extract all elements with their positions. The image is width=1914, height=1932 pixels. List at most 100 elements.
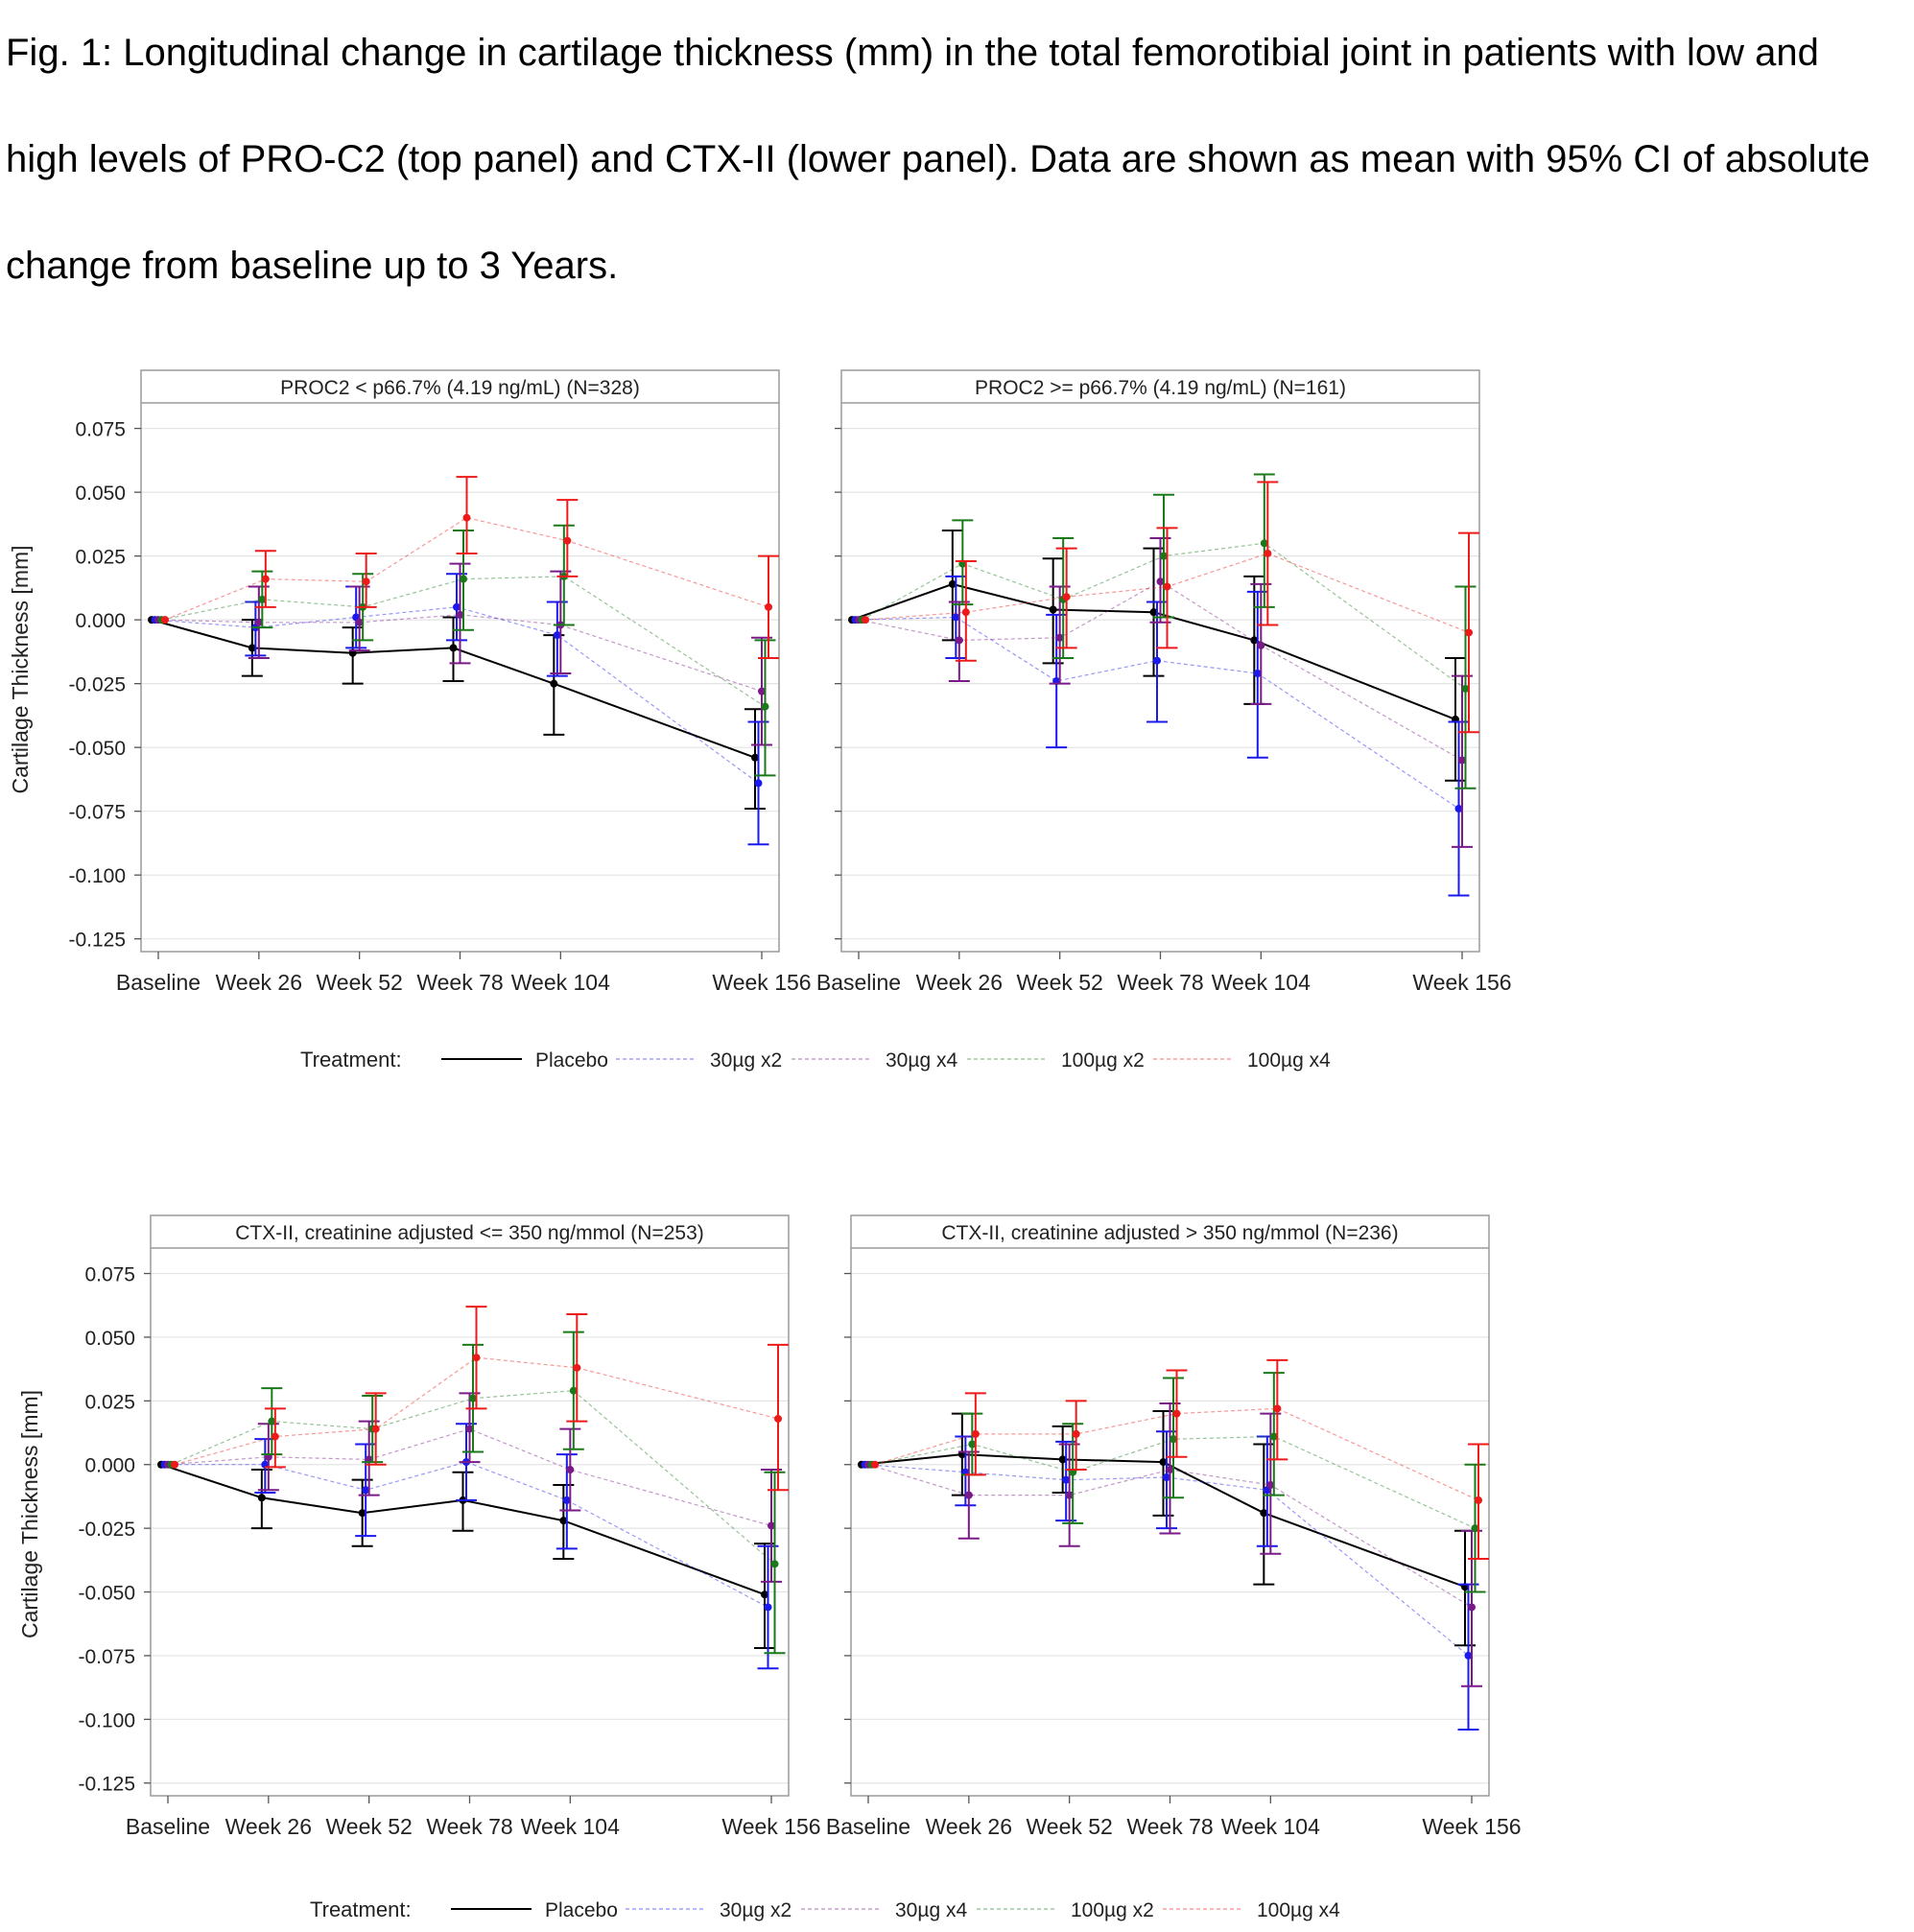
y-tick-label: -0.100 [68, 865, 126, 887]
series-line-100-g-x4 [164, 517, 769, 621]
data-point-placebo [761, 1590, 768, 1599]
legend-label-100-g-x2: 100µg x2 [1071, 1899, 1154, 1921]
data-point-100-g-x4 [1273, 1404, 1282, 1413]
panel-frame [150, 1214, 790, 1797]
data-point-30-g-x2 [764, 1603, 772, 1612]
legend-label-100-g-x2: 100µg x2 [1061, 1049, 1145, 1072]
x-tick-label: Week 156 [721, 1814, 820, 1839]
data-point-100-g-x4 [171, 1460, 178, 1469]
series-line-30-g-x4 [167, 1427, 772, 1527]
data-point-100-g-x4 [573, 1363, 581, 1372]
y-tick-label: 0.025 [84, 1391, 135, 1413]
data-point-30-g-x2 [754, 779, 763, 788]
x-tick-label: Week 156 [712, 970, 811, 995]
data-point-100-g-x2 [1260, 539, 1268, 548]
data-point-30-g-x2 [562, 1496, 571, 1504]
data-point-100-g-x4 [1163, 582, 1171, 591]
data-point-placebo [1058, 1455, 1067, 1464]
data-point-100-g-x2 [968, 1440, 977, 1449]
data-point-placebo [1149, 608, 1158, 617]
data-point-30-g-x2 [1454, 805, 1463, 813]
y-tick-label: -0.125 [78, 1774, 135, 1796]
series-line-30-g-x2 [154, 606, 759, 784]
chart-panel-2: PROC2 >= p66.7% (4.19 ng/mL) (N=161) Base… [816, 369, 1512, 995]
y-tick-label: 0.000 [84, 1455, 135, 1477]
data-point-30-g-x4 [254, 618, 263, 626]
data-point-100-g-x2 [1170, 1435, 1177, 1444]
y-tick-label: -0.075 [78, 1646, 135, 1668]
data-point-30-g-x4 [465, 1425, 474, 1433]
data-point-30-g-x2 [553, 631, 561, 640]
data-point-30-g-x4 [964, 1491, 973, 1499]
legend-label-100-g-x4: 100µg x4 [1247, 1049, 1331, 1072]
series-line-30-g-x2 [855, 616, 1459, 810]
data-point-100-g-x4 [971, 1429, 980, 1438]
legend-label-30-g-x4: 30µg x4 [895, 1899, 967, 1921]
data-point-30-g-x2 [1253, 670, 1262, 678]
data-point-30-g-x4 [955, 636, 963, 645]
x-tick-label: Week 78 [1117, 970, 1203, 995]
y-tick-label: -0.100 [78, 1709, 135, 1732]
data-point-30-g-x4 [1055, 633, 1064, 642]
data-point-100-g-x4 [1072, 1429, 1080, 1438]
legend-label-placebo: Placebo [545, 1899, 618, 1921]
x-tick-label: Week 78 [426, 1814, 512, 1839]
series-line-100-g-x4 [874, 1407, 1479, 1501]
panel-title: PROC2 < p66.7% (4.19 ng/mL) (N=328) [280, 377, 640, 399]
y-axis-label: Cartilage Thickness [mm] [17, 1390, 42, 1638]
x-tick-label: Week 52 [1016, 970, 1102, 995]
legend-label-30-g-x4: 30µg x4 [886, 1049, 957, 1072]
data-point-placebo [449, 644, 458, 652]
data-point-30-g-x4 [456, 610, 464, 619]
panel-title: CTX-II, creatinine adjusted > 350 ng/mmo… [941, 1222, 1398, 1244]
x-tick-label: Week 26 [926, 1814, 1012, 1839]
x-tick-label: Baseline [826, 1814, 910, 1839]
series-line-100-g-x4 [864, 553, 1470, 633]
x-tick-label: Week 104 [521, 1814, 620, 1839]
x-tick-label: Baseline [816, 970, 901, 995]
data-point-placebo [257, 1494, 266, 1502]
data-point-100-g-x4 [1475, 1496, 1482, 1504]
legend-title: Treatment: [300, 1048, 402, 1072]
data-point-100-g-x4 [1465, 628, 1473, 637]
data-point-placebo [1250, 636, 1259, 645]
x-tick-label: Week 104 [1221, 1814, 1320, 1839]
chart-panel-4: CTX-II, creatinine adjusted > 350 ng/mmo… [826, 1214, 1522, 1839]
panel-title: CTX-II, creatinine adjusted <= 350 ng/mm… [235, 1222, 704, 1244]
data-point-100-g-x4 [371, 1425, 380, 1433]
data-point-30-g-x2 [1153, 656, 1161, 665]
data-point-30-g-x4 [355, 618, 364, 626]
y-tick-label: 0.075 [75, 419, 126, 441]
y-tick-label: -0.125 [68, 930, 126, 952]
data-point-100-g-x2 [1461, 684, 1470, 693]
data-point-100-g-x2 [268, 1417, 276, 1425]
series-line-100-g-x2 [171, 1390, 775, 1565]
series-line-30-g-x2 [864, 1464, 1469, 1657]
y-tick-label: -0.050 [68, 738, 126, 760]
y-tick-label: 0.050 [75, 483, 126, 505]
data-point-placebo [550, 679, 558, 688]
data-point-100-g-x4 [774, 1414, 782, 1423]
x-tick-label: Week 26 [225, 1814, 312, 1839]
data-point-100-g-x4 [862, 616, 869, 624]
x-tick-label: Week 104 [511, 970, 610, 995]
data-point-100-g-x2 [569, 1386, 578, 1395]
data-point-100-g-x4 [961, 608, 970, 617]
data-point-30-g-x2 [362, 1486, 370, 1495]
data-point-30-g-x4 [1257, 641, 1265, 649]
data-point-30-g-x4 [566, 1466, 575, 1474]
data-point-30-g-x4 [1458, 756, 1466, 765]
series-line-100-g-x2 [871, 1435, 1476, 1529]
data-point-placebo [248, 644, 256, 652]
data-point-100-g-x4 [261, 575, 270, 583]
x-tick-label: Baseline [116, 970, 201, 995]
data-point-100-g-x2 [1471, 1524, 1479, 1533]
caption-line-2: high levels of PRO-C2 (top panel) and CT… [6, 138, 1871, 180]
x-tick-label: Week 156 [1422, 1814, 1521, 1839]
data-point-100-g-x2 [469, 1394, 477, 1402]
y-tick-label: 0.050 [84, 1328, 135, 1350]
data-point-placebo [1260, 1509, 1268, 1518]
data-point-placebo [751, 753, 759, 762]
data-point-30-g-x2 [1062, 1475, 1071, 1484]
y-tick-label: 0.025 [75, 547, 126, 569]
